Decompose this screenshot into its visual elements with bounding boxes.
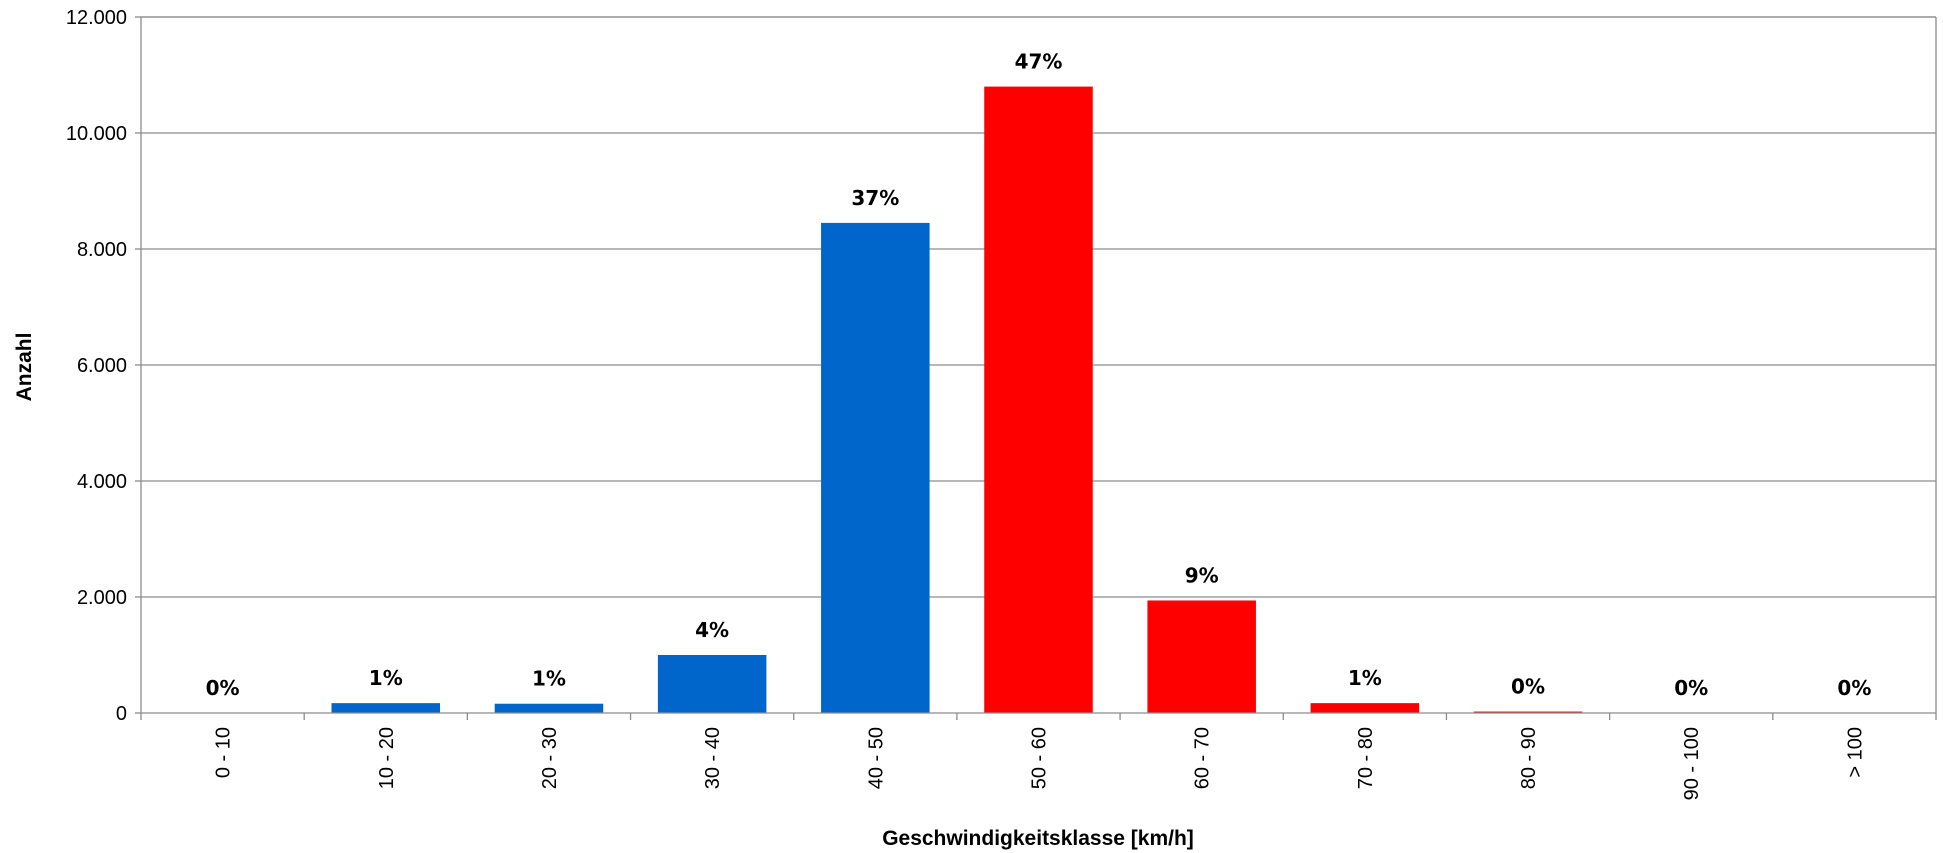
x-axis-ticks: 0 - 10 10 - 20 20 - 30 30 - 40 40 - 50 50 - 6… (140, 713, 1937, 800)
axes (140, 16, 1937, 714)
bar (331, 703, 441, 713)
x-tick-label: 20 - 30 (539, 727, 561, 789)
bar (657, 655, 767, 713)
x-tick-label: > 100 (1844, 727, 1866, 778)
x-tick-label: 50 - 60 (1029, 727, 1051, 789)
x-tick-label: 30 - 40 (702, 727, 724, 789)
y-tick-label: 2.000 (77, 587, 127, 609)
bars (331, 86, 1583, 714)
x-tick-label: 0 - 10 (213, 727, 235, 778)
bar-data-label: 0% (1511, 675, 1545, 699)
y-tick-label: 10.000 (66, 123, 127, 145)
x-tick-label: 90 - 100 (1681, 727, 1703, 800)
bar (1147, 600, 1256, 713)
bar-data-label: 1% (369, 666, 403, 690)
bar-data-label: 0% (1837, 676, 1871, 700)
y-tick-label: 0 (116, 703, 127, 725)
y-axis-title: Anzahl (13, 333, 36, 402)
bar-data-label: 1% (1348, 666, 1382, 690)
y-axis-ticks: 0 2.000 4.000 6.000 8.000 10.000 12.000 (66, 7, 141, 725)
bar (494, 703, 604, 713)
bar-data-label: 9% (1185, 563, 1219, 587)
y-tick-label: 8.000 (77, 239, 127, 261)
x-tick-label: 60 - 70 (1192, 727, 1214, 789)
bar-data-label: 4% (695, 618, 729, 642)
bar (1310, 703, 1420, 713)
bar-data-label: 37% (851, 186, 899, 210)
x-tick-label: 10 - 20 (376, 727, 398, 789)
y-tick-label: 4.000 (77, 471, 127, 493)
x-axis-title: Geschwindigkeitsklasse [km/h] (882, 827, 1194, 850)
bar (821, 222, 930, 713)
data-labels: 0% 1% 1% 4% 37% 47% 9% 1% 0% 0% 0% (206, 50, 1872, 700)
bar (1473, 711, 1583, 713)
bar-data-label: 0% (1674, 676, 1708, 700)
x-tick-label: 80 - 90 (1518, 727, 1540, 789)
bar-data-label: 0% (206, 676, 240, 700)
x-tick-label: 70 - 80 (1355, 727, 1377, 789)
y-tick-label: 6.000 (77, 355, 127, 377)
bar-data-label: 47% (1015, 50, 1063, 74)
y-tick-label: 12.000 (66, 7, 127, 29)
bar (984, 86, 1093, 714)
bar-data-label: 1% (532, 667, 566, 691)
x-tick-label: 40 - 50 (865, 727, 887, 789)
